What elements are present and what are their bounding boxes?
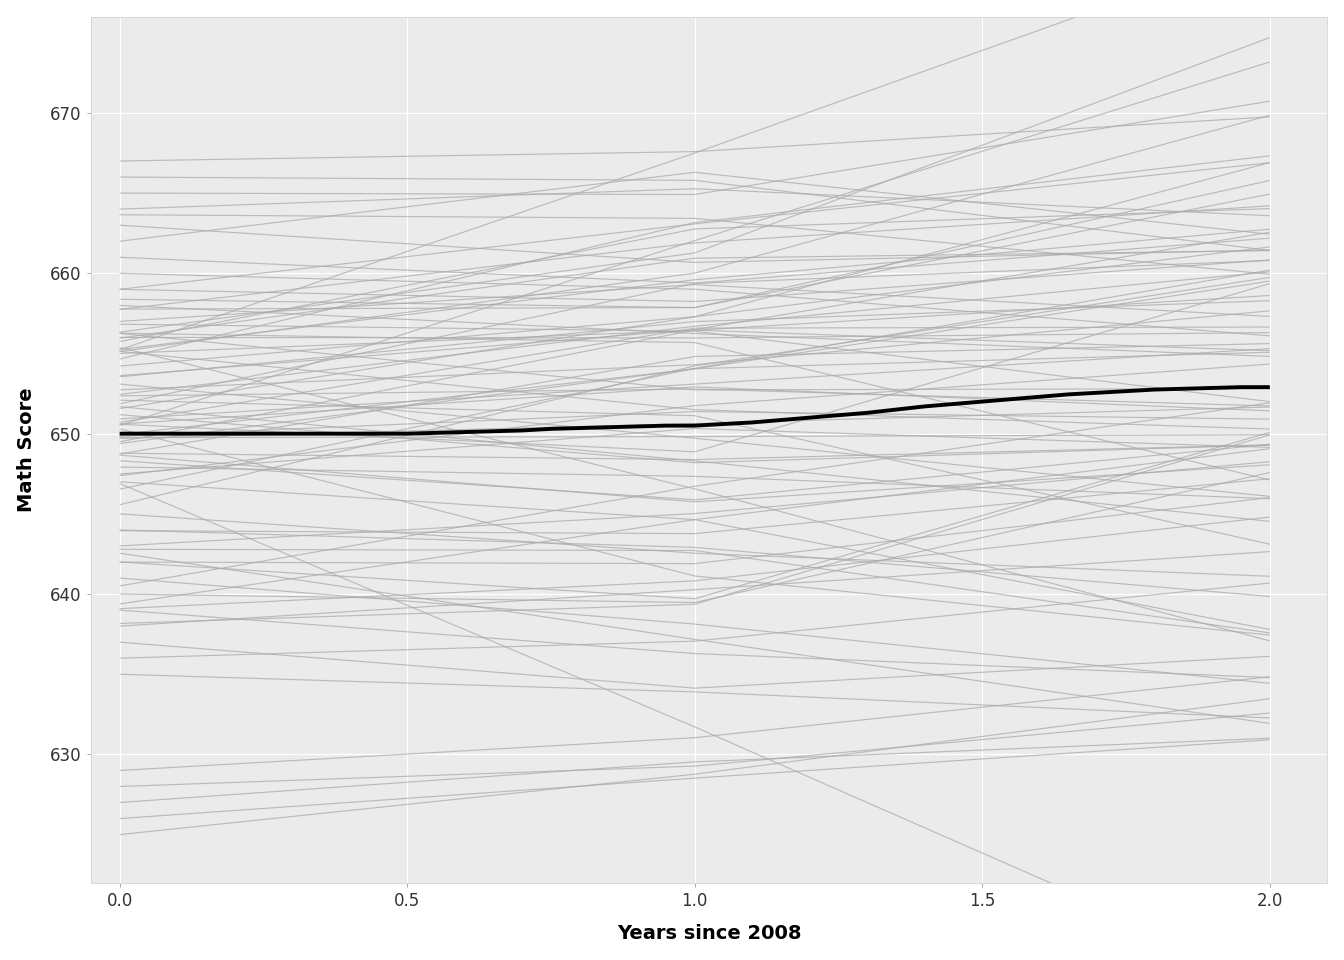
Y-axis label: Math Score: Math Score <box>16 388 36 512</box>
X-axis label: Years since 2008: Years since 2008 <box>617 924 801 944</box>
